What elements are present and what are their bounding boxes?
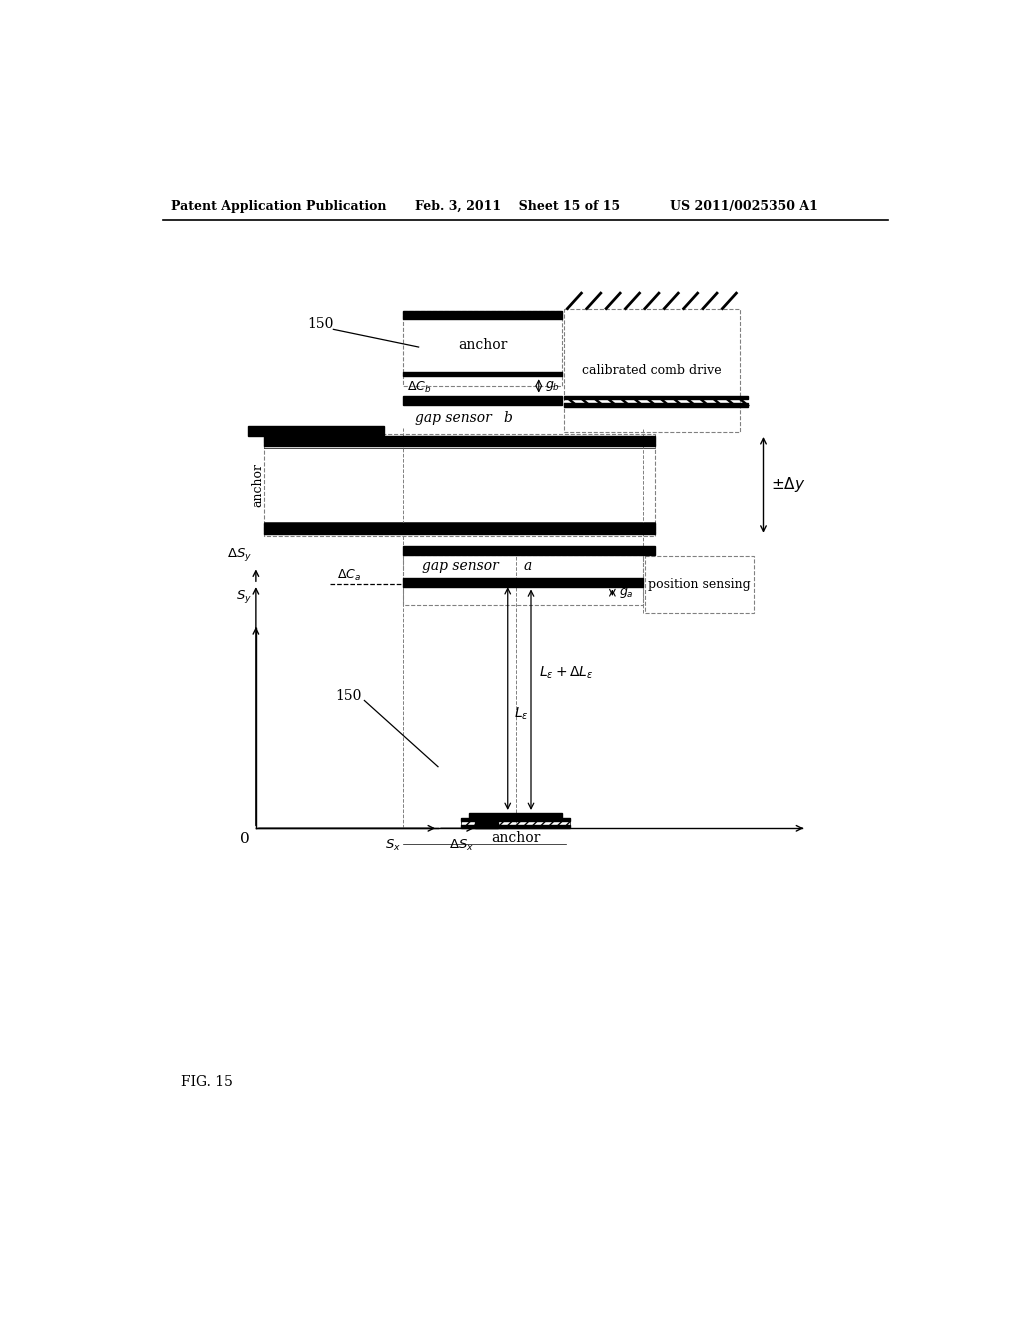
Text: $\pm\Delta y$: $\pm\Delta y$ xyxy=(771,475,806,495)
Bar xyxy=(563,396,748,400)
Text: a: a xyxy=(523,558,531,573)
Text: Patent Application Publication: Patent Application Publication xyxy=(171,199,386,213)
Text: $g_a$: $g_a$ xyxy=(618,586,633,599)
Bar xyxy=(263,436,655,446)
Bar xyxy=(263,434,655,536)
Bar xyxy=(403,578,643,586)
Bar xyxy=(403,396,562,405)
Text: $\Delta S_y$: $\Delta S_y$ xyxy=(227,545,252,562)
Bar xyxy=(403,554,643,605)
Text: $L_\varepsilon$: $L_\varepsilon$ xyxy=(514,706,528,722)
Bar xyxy=(403,545,655,554)
Bar xyxy=(475,822,499,829)
Text: calibrated comb drive: calibrated comb drive xyxy=(582,363,722,376)
Text: 150: 150 xyxy=(336,689,362,702)
Bar xyxy=(563,309,740,432)
Text: $S_y$: $S_y$ xyxy=(236,589,252,605)
Text: $\Delta C_b$: $\Delta C_b$ xyxy=(407,380,431,396)
Text: FIG. 15: FIG. 15 xyxy=(180,1074,232,1089)
Text: Feb. 3, 2011    Sheet 15 of 15: Feb. 3, 2011 Sheet 15 of 15 xyxy=(415,199,620,213)
Bar xyxy=(461,817,569,829)
Bar xyxy=(403,312,562,385)
Text: gap sensor: gap sensor xyxy=(423,558,504,573)
Text: position sensing: position sensing xyxy=(648,578,751,591)
Bar xyxy=(263,524,655,535)
Text: anchor: anchor xyxy=(252,463,264,507)
Text: 150: 150 xyxy=(308,317,334,331)
Text: b: b xyxy=(504,411,513,425)
Bar xyxy=(645,556,755,612)
Bar xyxy=(403,312,562,318)
Text: anchor: anchor xyxy=(458,338,507,352)
Text: $L_\varepsilon + \Delta L_\varepsilon$: $L_\varepsilon + \Delta L_\varepsilon$ xyxy=(539,664,593,681)
Text: $\Delta S_x$: $\Delta S_x$ xyxy=(449,837,474,853)
Bar xyxy=(469,813,562,818)
Text: anchor: anchor xyxy=(490,832,541,845)
Bar xyxy=(403,372,562,376)
Text: gap sensor: gap sensor xyxy=(415,411,496,425)
Text: $g_b$: $g_b$ xyxy=(545,379,560,393)
Bar xyxy=(461,817,569,821)
Bar xyxy=(461,825,569,829)
Text: 0: 0 xyxy=(240,832,250,846)
Text: $S_x$: $S_x$ xyxy=(385,837,401,853)
Bar xyxy=(563,404,748,407)
Text: US 2011/0025350 A1: US 2011/0025350 A1 xyxy=(671,199,818,213)
Bar xyxy=(248,426,384,436)
Text: $\Delta C_a$: $\Delta C_a$ xyxy=(337,568,361,582)
